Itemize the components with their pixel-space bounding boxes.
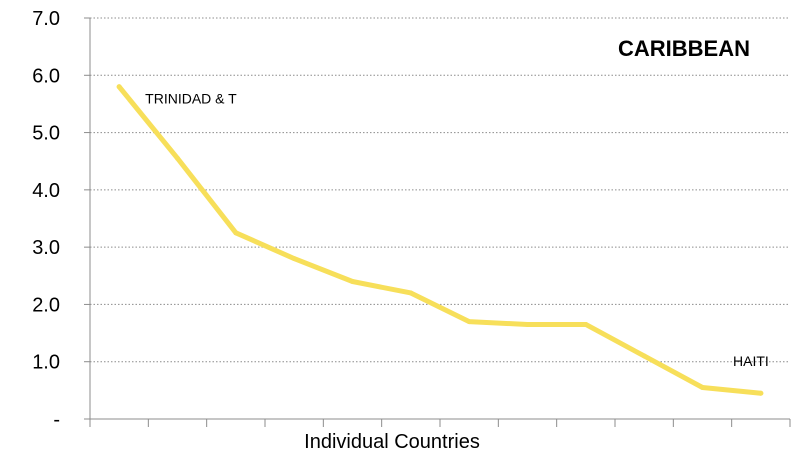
grid-lines [90, 17, 790, 363]
x-tick-marks [89, 419, 791, 427]
data-point [700, 384, 705, 390]
data-point [233, 230, 239, 236]
data-point [466, 319, 472, 325]
y-tick-label: 2.0 [32, 294, 60, 316]
y-tick-label: 7.0 [32, 8, 60, 30]
data-point [175, 155, 180, 161]
x-axis-label: Individual Countries [304, 431, 480, 453]
y-tick-labels: - 1.0 2.0 3.0 4.0 5.0 6.0 7.0 [32, 8, 60, 431]
data-point [350, 279, 355, 285]
annotations: TRINIDAD & T HAITI [145, 91, 769, 369]
y-tick-label: 3.0 [32, 237, 60, 259]
y-tick-label: 6.0 [32, 65, 60, 87]
annotation-label: HAITI [733, 353, 769, 369]
y-tick-label: 4.0 [32, 180, 60, 202]
series-layer [116, 84, 764, 396]
axes [84, 17, 790, 420]
data-point [116, 84, 122, 90]
chart-title: CARIBBEAN [618, 36, 750, 61]
data-point [408, 290, 414, 296]
y-tick-label: 1.0 [32, 352, 60, 374]
y-tick-label: - [53, 409, 60, 431]
series-line [116, 84, 764, 396]
data-point [583, 321, 589, 327]
annotation-label: TRINIDAD & T [145, 91, 237, 107]
y-tick-label: 5.0 [32, 123, 60, 145]
data-point [641, 353, 647, 359]
data-point [758, 390, 764, 396]
data-point [525, 321, 530, 327]
data-point [291, 256, 297, 262]
